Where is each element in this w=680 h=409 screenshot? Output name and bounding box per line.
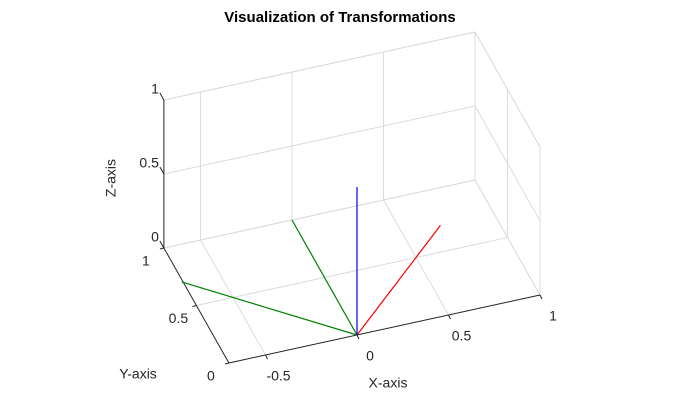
y-tick-label: 0: [207, 368, 215, 384]
y-tick: [224, 362, 230, 365]
x-tick: [356, 334, 360, 340]
z-axis-label: Z-axis: [103, 159, 119, 197]
box-edge: [163, 31, 476, 101]
x-tick-label: 0.5: [452, 328, 472, 344]
y-axis-label: Y-axis: [119, 366, 157, 382]
box-edge: [474, 31, 541, 148]
line: [291, 219, 358, 336]
grid-line: [196, 237, 508, 306]
y-tick: [159, 247, 165, 250]
x-axis: [228, 294, 541, 364]
x-axis-label: X-axis: [369, 375, 408, 391]
x-tick: [539, 294, 543, 300]
grid-line: [474, 105, 541, 222]
z-tick-label: 1: [151, 81, 159, 97]
z-tick-label: 0.5: [139, 155, 159, 171]
x-tick: [265, 354, 268, 360]
x-tick-label: 0: [366, 348, 374, 364]
grid-line: [163, 105, 476, 175]
x-tick-label: 1: [549, 308, 557, 324]
y-tick: [192, 305, 197, 307]
chart-title: Visualization of Transformations: [224, 9, 455, 26]
x-tick: [448, 314, 451, 320]
z-tick: [159, 166, 165, 175]
z-tick: [159, 92, 165, 101]
line: [356, 225, 441, 336]
y-tick-label: 0.5: [169, 310, 189, 326]
z-tick: [159, 240, 165, 249]
grid-line: [474, 179, 541, 296]
grid-line: [163, 179, 476, 249]
x-tick-label: -0.5: [266, 368, 290, 384]
z-tick-label: 0: [151, 229, 159, 245]
line: [181, 281, 358, 336]
y-tick-label: 1: [142, 253, 150, 269]
